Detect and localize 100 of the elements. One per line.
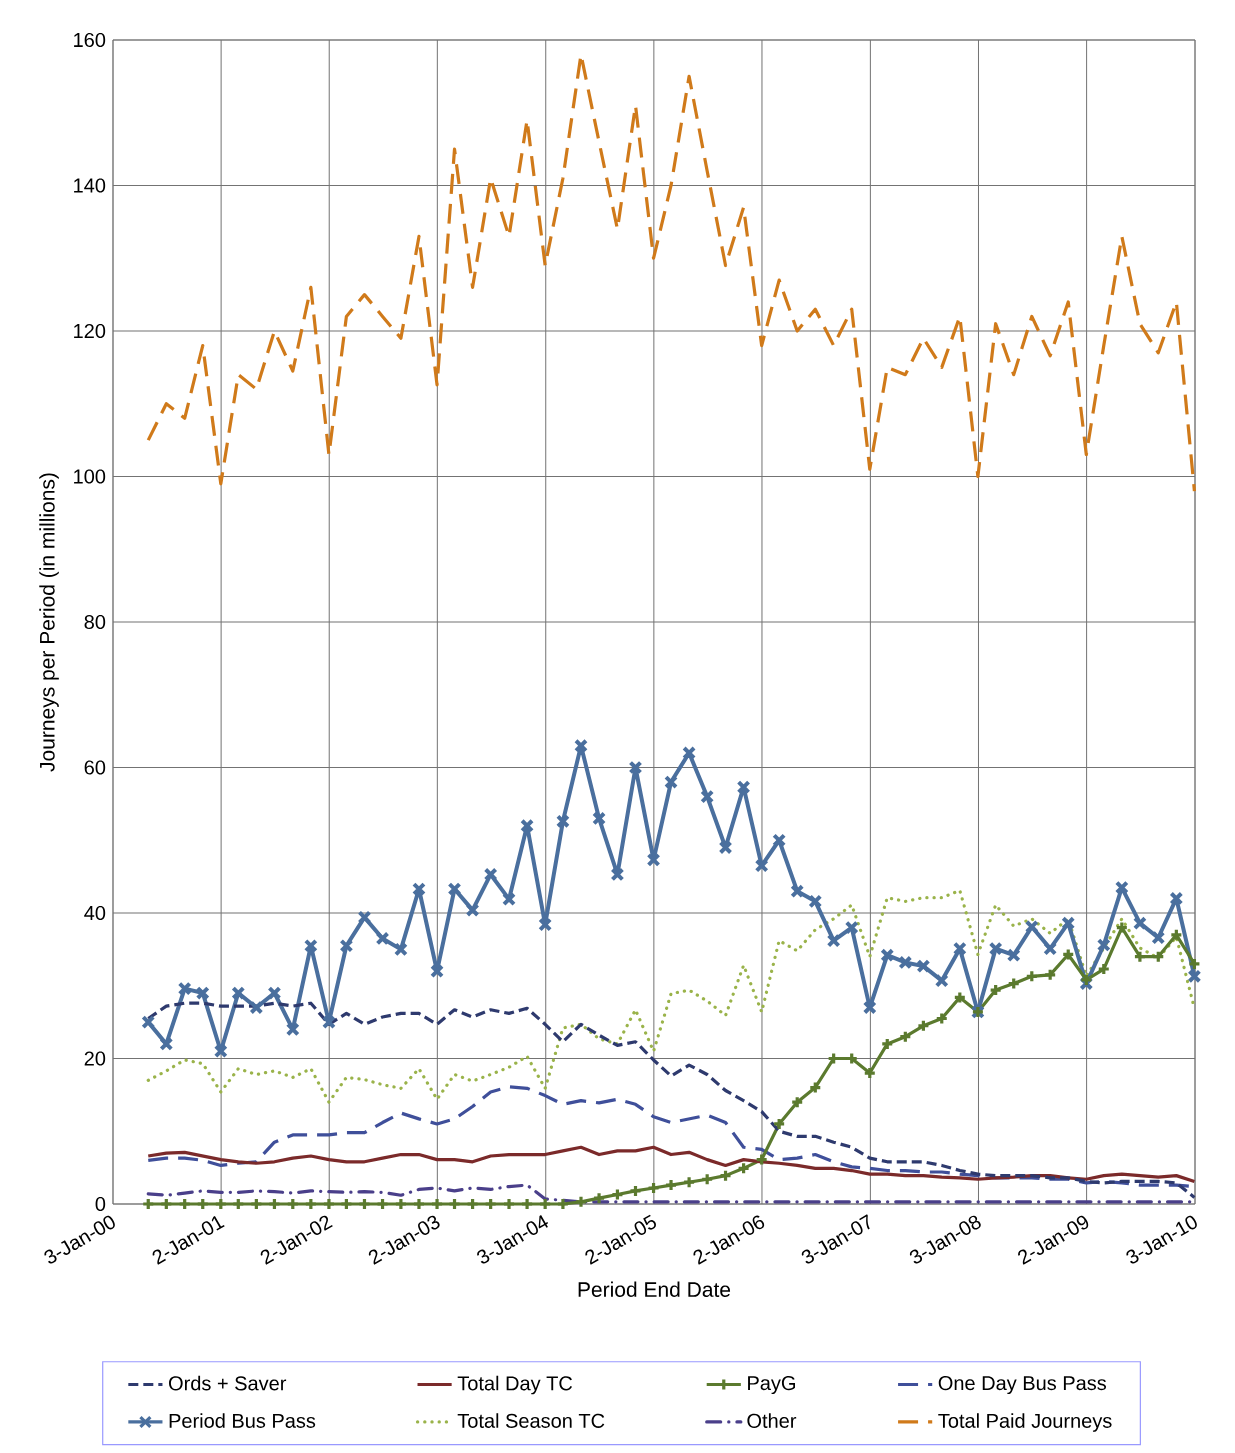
point [520,1197,534,1211]
point [916,1019,930,1033]
y-tick-label: 120 [74,323,106,339]
point [772,833,787,848]
point [880,1037,894,1051]
point [394,1197,408,1211]
point [375,1197,390,1211]
point [286,1197,300,1211]
point [664,1178,678,1192]
point [646,1181,661,1195]
point [196,1197,210,1211]
point [159,1037,174,1051]
point [195,986,210,1000]
point [1097,962,1111,976]
point [916,959,931,974]
point [304,1197,318,1211]
point [1169,891,1184,906]
point [610,867,625,882]
point [1169,928,1183,942]
point [1061,947,1075,962]
point [898,1030,912,1044]
point [538,917,553,932]
point [321,1015,336,1030]
point [502,1197,516,1211]
legend-label: Total Paid Journeys [938,1413,1112,1432]
point [772,1117,786,1131]
point [357,1197,372,1211]
point [1187,969,1202,984]
point [862,1000,877,1015]
point [592,811,607,826]
point [555,814,570,829]
point [141,1015,156,1030]
point [412,1197,426,1211]
point [808,1081,822,1095]
y-tick-label: 140 [74,178,106,193]
point [790,1095,804,1109]
point [178,1197,192,1211]
point [430,964,444,979]
y-tick-label: 80 [84,614,106,630]
point [1025,969,1039,983]
point [1151,930,1166,945]
point [339,938,354,953]
point [664,775,678,789]
point [755,1153,769,1167]
point [285,1022,300,1037]
point [159,1197,173,1211]
point [538,1197,552,1211]
point [646,852,661,867]
point [898,955,913,970]
y-tick-label: 160 [74,32,106,48]
point [249,1000,264,1015]
point [214,1197,228,1211]
point [483,867,498,882]
point [737,1161,751,1175]
point [682,1175,696,1189]
point [700,789,715,804]
point [790,884,805,899]
point [213,1044,228,1059]
point [393,942,408,957]
y-tick-label: 60 [84,760,106,775]
point [484,1197,498,1211]
point [520,818,535,833]
y-tick-label: 40 [84,905,106,921]
legend-label: One Day Bus Pass [938,1376,1107,1395]
point [231,1197,245,1211]
point [1079,973,1093,987]
point [574,738,588,753]
point [808,894,823,909]
point [880,948,895,963]
y-tick-label: 20 [84,1051,106,1066]
point [700,1172,714,1186]
point [736,780,751,795]
point [988,941,1003,956]
point [952,941,967,956]
point [339,1197,353,1211]
point [935,1011,949,1026]
point [1006,948,1021,963]
point [231,986,246,1000]
point [1133,950,1147,964]
point [556,1197,570,1211]
point [682,746,697,760]
point [1115,920,1129,935]
point [267,1197,282,1211]
point [375,931,390,946]
y-axis-title: Journeys per Period (in millions) [39,473,59,772]
point [502,892,516,907]
legend-label: Ords + Saver [169,1375,287,1391]
point [412,882,426,896]
point [447,882,462,896]
line-series [146,888,1197,1104]
x-axis-title: Period End Date [578,1281,731,1297]
point [465,1197,480,1211]
point [1096,938,1111,952]
point [1043,968,1057,982]
point [953,990,967,1004]
point [1114,880,1129,895]
legend-label: Other [747,1413,797,1428]
point [718,1169,733,1183]
legend-label: Total Day TC [457,1375,573,1395]
point [430,1197,444,1211]
